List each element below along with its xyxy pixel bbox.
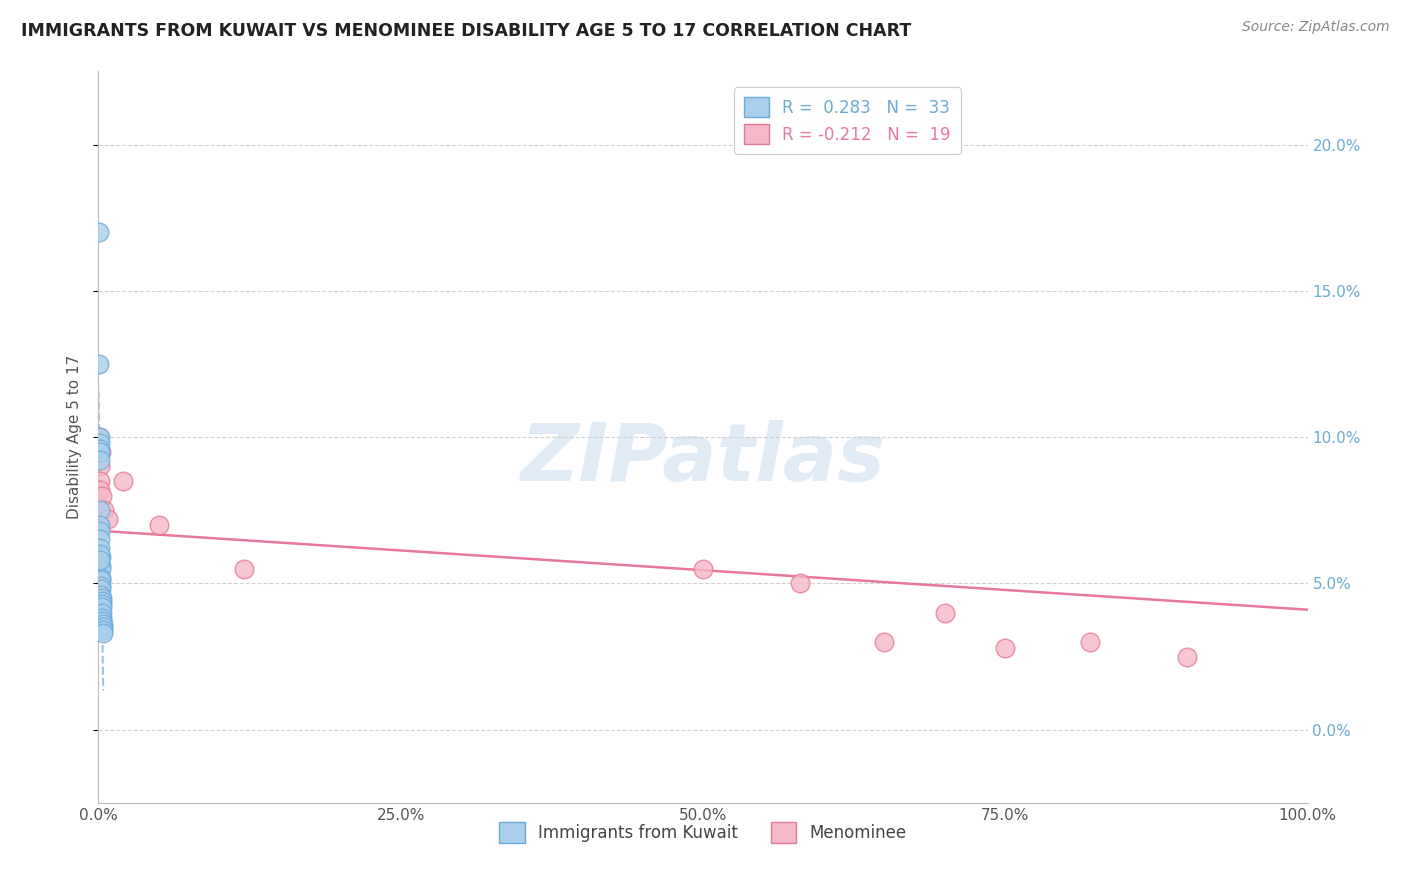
Point	[91, 606, 114, 620]
Point	[89, 444, 111, 458]
Point	[89, 503, 111, 517]
Text: Source: ZipAtlas.com: Source: ZipAtlas.com	[1241, 20, 1389, 34]
Point	[89, 541, 111, 556]
Text: IMMIGRANTS FROM KUWAIT VS MENOMINEE DISABILITY AGE 5 TO 17 CORRELATION CHART: IMMIGRANTS FROM KUWAIT VS MENOMINEE DISA…	[21, 22, 911, 40]
Point	[91, 623, 114, 637]
Point	[91, 489, 114, 503]
Point	[692, 562, 714, 576]
Point	[89, 357, 111, 371]
Point	[93, 503, 115, 517]
Text: ZIPatlas: ZIPatlas	[520, 420, 886, 498]
Point	[111, 474, 134, 488]
Point	[87, 225, 110, 239]
Point	[90, 591, 112, 605]
Point	[89, 533, 111, 547]
Point	[232, 562, 254, 576]
Point	[89, 524, 111, 538]
Point	[1078, 635, 1101, 649]
Point	[89, 517, 111, 532]
Point	[89, 547, 111, 561]
Point	[89, 453, 111, 467]
Y-axis label: Disability Age 5 to 17: Disability Age 5 to 17	[67, 355, 83, 519]
Point	[90, 582, 112, 597]
Point	[97, 512, 120, 526]
Point	[89, 459, 111, 474]
Point	[90, 597, 112, 611]
Point	[934, 606, 956, 620]
Point	[89, 436, 111, 450]
Point	[90, 570, 112, 584]
Point	[89, 474, 111, 488]
Point	[89, 430, 111, 444]
Point	[90, 562, 112, 576]
Point	[87, 430, 110, 444]
Point	[89, 483, 111, 497]
Point	[91, 626, 114, 640]
Point	[89, 553, 111, 567]
Point	[90, 549, 112, 564]
Point	[90, 594, 112, 608]
Point	[89, 442, 111, 456]
Point	[91, 617, 114, 632]
Point	[994, 640, 1017, 655]
Point	[91, 620, 114, 634]
Point	[91, 615, 114, 629]
Legend: Immigrants from Kuwait, Menominee: Immigrants from Kuwait, Menominee	[494, 815, 912, 849]
Point	[90, 579, 112, 593]
Point	[90, 574, 112, 588]
Point	[90, 599, 112, 614]
Point	[89, 444, 111, 458]
Point	[148, 517, 170, 532]
Point	[91, 611, 114, 625]
Point	[90, 444, 112, 458]
Point	[789, 576, 811, 591]
Point	[90, 588, 112, 602]
Point	[1175, 649, 1198, 664]
Point	[90, 558, 112, 573]
Point	[873, 635, 896, 649]
